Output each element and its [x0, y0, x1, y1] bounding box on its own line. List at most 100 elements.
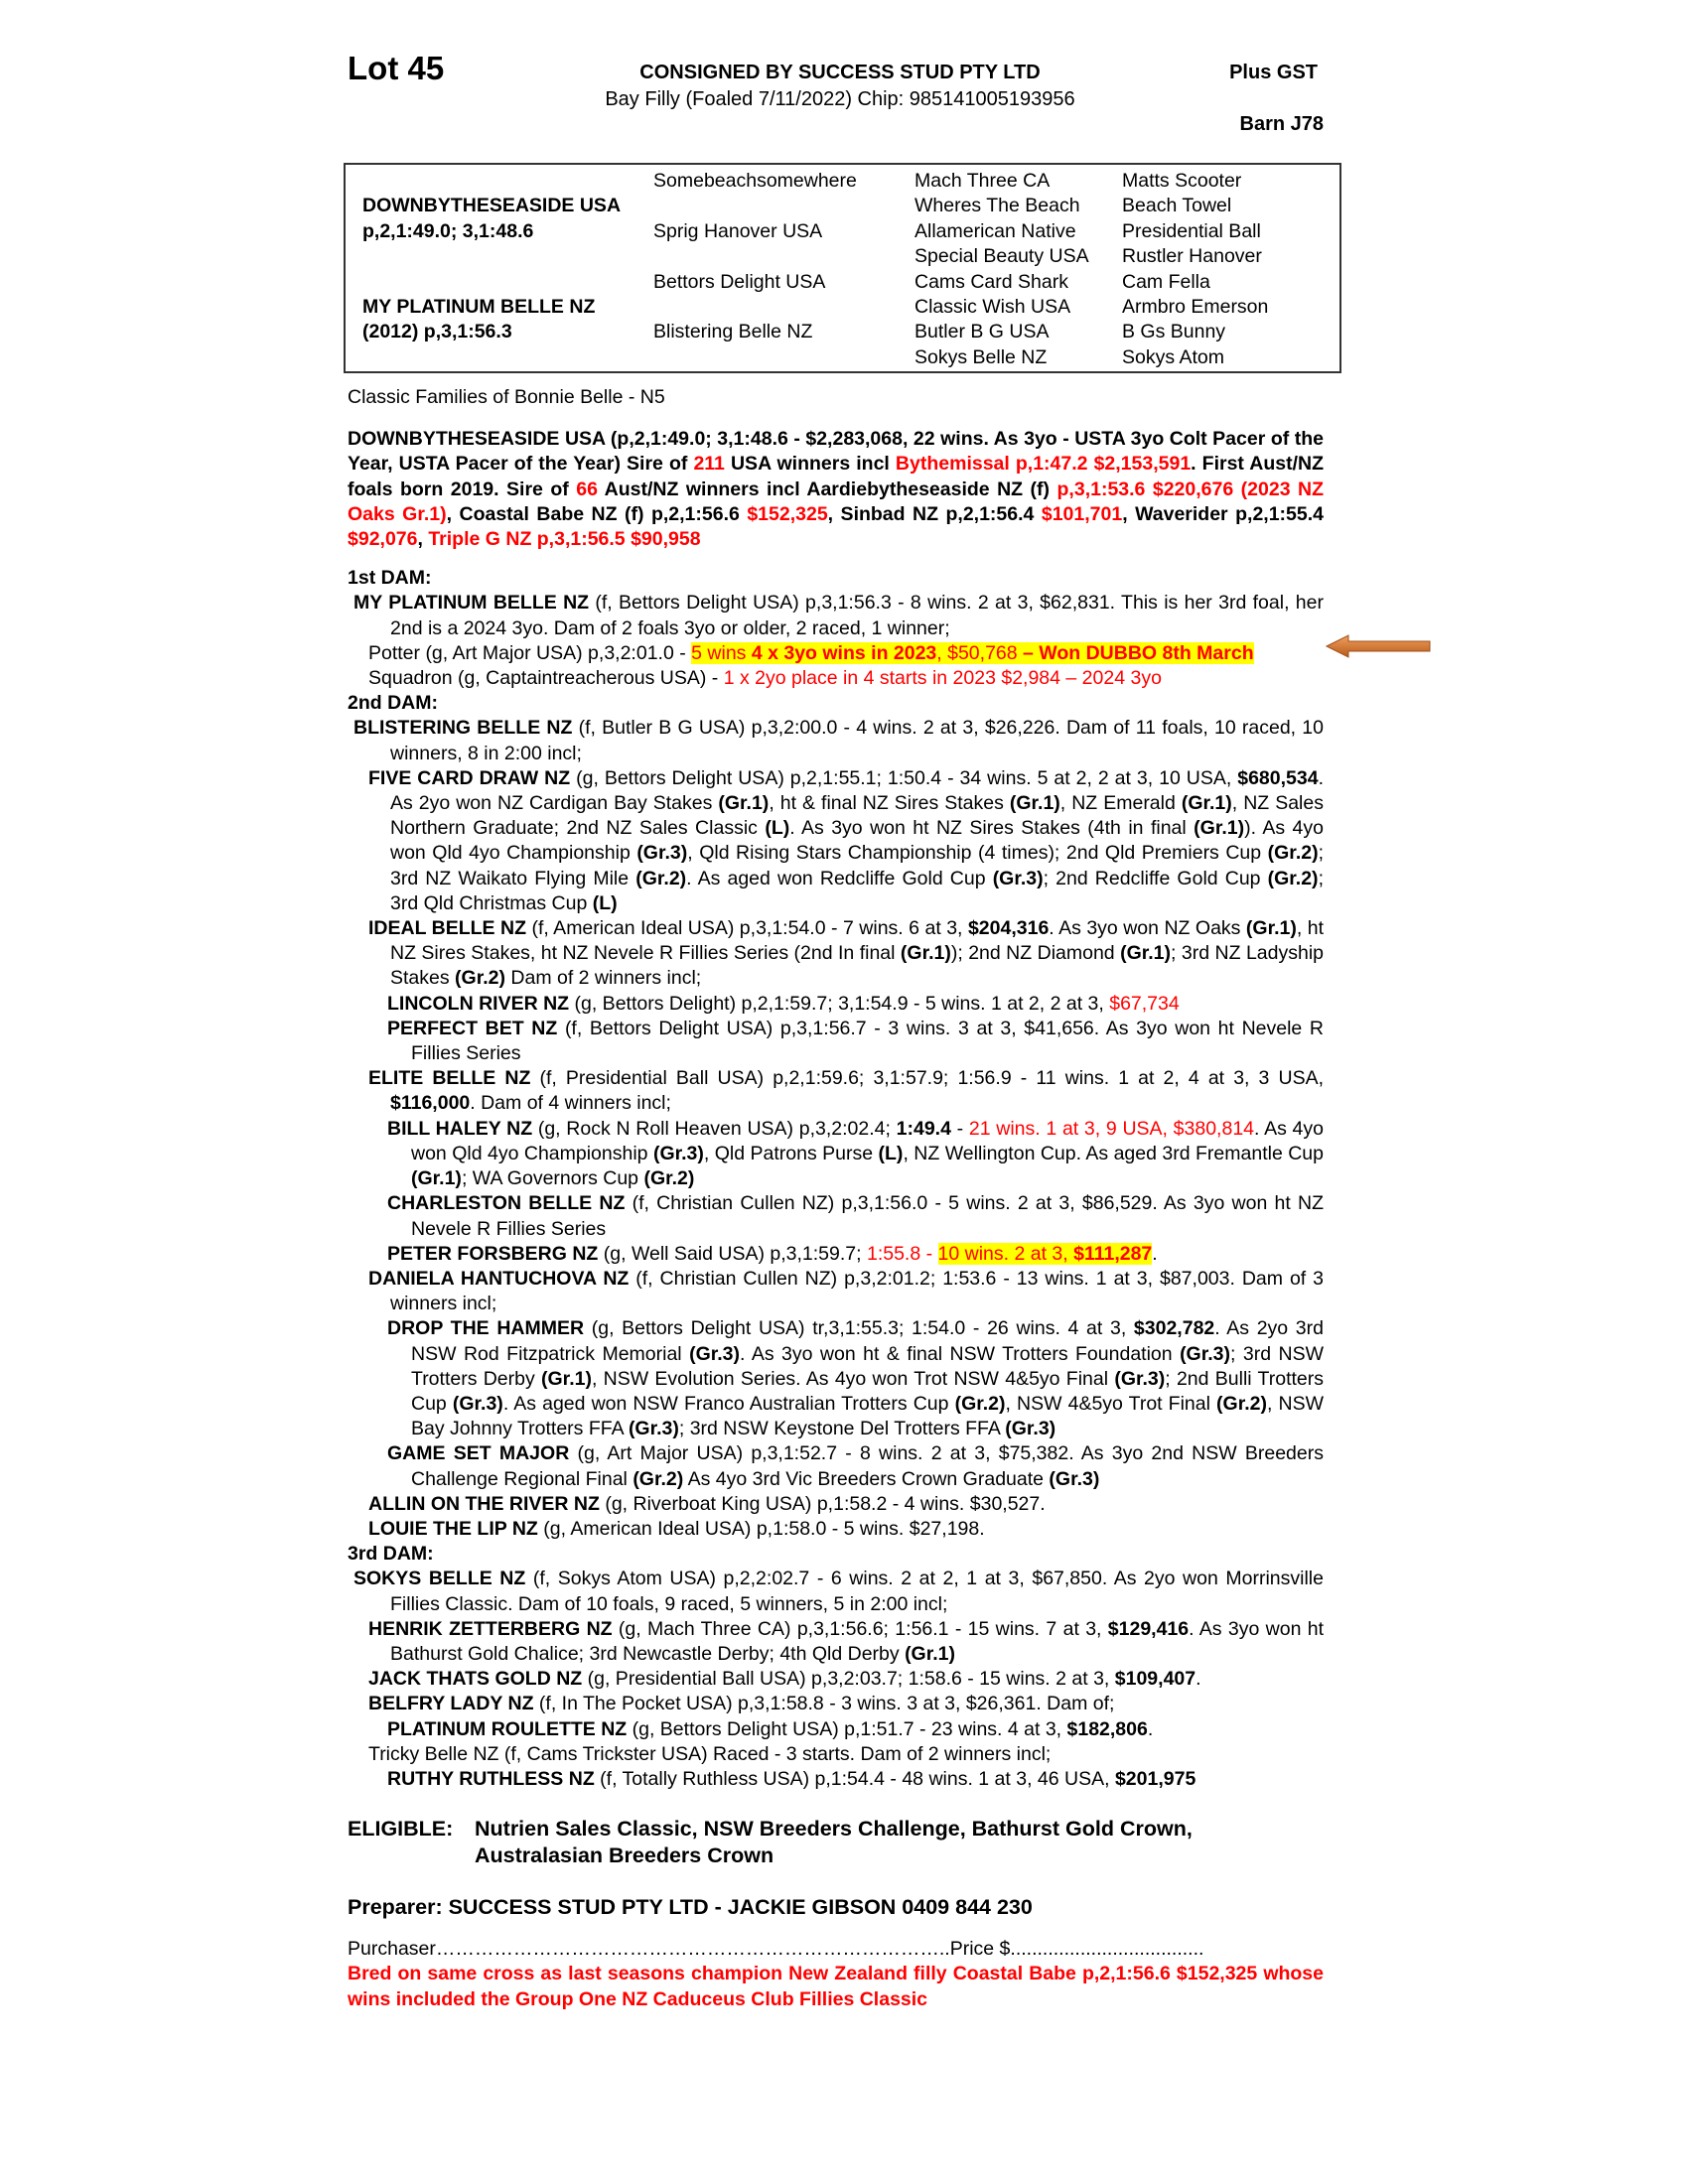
entry-text-segment: PETER FORSBERG NZ — [387, 1242, 599, 1265]
entry-text-segment: , Qld Rising Stars Championship (4 times… — [687, 842, 1268, 865]
entry-text-segment: (g, American Ideal USA) p,1:58.0 - 5 win… — [537, 1517, 985, 1540]
sire-text-segment: , Sinbad NZ p,2,1:56.4 — [827, 502, 1042, 525]
entry-text-segment: (Gr.3) — [1180, 1342, 1230, 1365]
entry-text-segment: (L) — [592, 891, 618, 914]
entry-text-segment: As 4yo 3rd Vic Breeders Crown Graduate — [683, 1467, 1050, 1490]
pedigree-ancestor: Cam Fella — [1122, 270, 1210, 293]
entry-text-segment: (g, Bettors Delight USA) tr,3,1:55.3; 1:… — [584, 1317, 1134, 1340]
sire-text-segment: $92,076 — [348, 528, 418, 551]
entry-text-segment: GAME SET MAJOR — [387, 1442, 570, 1465]
entry-text-segment: BILL HALEY NZ — [387, 1117, 533, 1140]
barn-number: Barn J78 — [1239, 113, 1325, 135]
eligibility: ELIGIBLE: Nutrien Sales Classic, NSW Bre… — [348, 1816, 1324, 1869]
entry-text-segment: LINCOLN RIVER NZ — [387, 992, 570, 1015]
entry-text-segment: . As aged won NSW Franco Australian Trot… — [502, 1392, 955, 1415]
entry-text-segment: DANIELA HANTUCHOVA NZ — [368, 1267, 630, 1290]
entry-text-segment: ); 2nd NZ Diamond — [950, 942, 1121, 965]
entry-text-segment: . — [1196, 1668, 1201, 1691]
progeny-entry: PETER FORSBERG NZ (g, Well Said USA) p,3… — [348, 1242, 1324, 1267]
entry-text-segment: (Gr.3) — [1005, 1418, 1056, 1440]
horse-description: Bay Filly (Foaled 7/11/2022) Chip: 98514… — [605, 88, 1075, 110]
progeny-entry: ALLIN ON THE RIVER NZ (g, Riverboat King… — [348, 1492, 1324, 1517]
pedigree-ancestor: Special Beauty USA — [914, 245, 1089, 268]
entry-text-segment: , NSW Evolution Series. As 4yo won Trot … — [591, 1367, 1115, 1390]
entry-text-segment: (Gr.1) — [1120, 942, 1172, 965]
entry-text-segment: - — [950, 1117, 969, 1140]
entry-text-segment: (f, Butler B G USA) p,3,2:00.0 - 4 wins.… — [390, 717, 1324, 764]
entry-text-segment: JACK THATS GOLD NZ — [368, 1668, 583, 1691]
entry-text-segment: . — [1152, 1242, 1158, 1265]
progeny-entry: GAME SET MAJOR (g, Art Major USA) p,3,1:… — [348, 1441, 1324, 1491]
entry-text-segment: HENRIK ZETTERBERG NZ — [368, 1617, 613, 1640]
entry-text-segment: PERFECT BET NZ — [387, 1017, 558, 1039]
progeny-entry: Tricky Belle NZ (f, Cams Trickster USA) … — [348, 1742, 1324, 1767]
entry-text-segment: (Gr.3) — [992, 867, 1044, 889]
progeny-entry: DROP THE HAMMER (g, Bettors Delight USA)… — [348, 1316, 1324, 1441]
sire-text-segment: DOWNBYTHESEASIDE USA (p,2,1:49.0; 3,1:48… — [348, 428, 1324, 476]
entry-text-segment: ). As 4yo won Qld 4yo Championship — [390, 817, 1324, 865]
pedigree-ancestor: Allamerican Native — [914, 219, 1076, 242]
entry-text-segment: Squadron (g, Captaintreacherous USA) - — [368, 667, 724, 690]
dam-entry: BLISTERING BELLE NZ (f, Butler B G USA) … — [348, 716, 1324, 765]
breeding-note: Bred on same cross as last seasons champ… — [348, 1963, 1324, 2010]
entry-text-segment: Tricky Belle NZ (f, Cams Trickster USA) … — [368, 1742, 1052, 1765]
pedigree-ancestor: Beach Towel — [1122, 195, 1232, 217]
catalogue-body: Classic Families of Bonnie Belle - N5 DO… — [348, 385, 1324, 2012]
dam-heading: 3rd DAM: — [348, 1542, 1324, 1567]
progeny-entry: Squadron (g, Captaintreacherous USA) - 1… — [348, 666, 1324, 691]
sire-text-segment: . First Aust/NZ foals born 2019. Sire of — [348, 453, 1325, 500]
progeny-entry: DANIELA HANTUCHOVA NZ (f, Christian Cull… — [348, 1267, 1324, 1316]
entry-text-segment: (L) — [765, 817, 790, 840]
eligible-line-1: Nutrien Sales Classic, NSW Breeders Chal… — [475, 1817, 1193, 1842]
entry-text-segment: (f, Christian Cullen NZ) p,3,2:01.2; 1:5… — [390, 1267, 1325, 1315]
entry-text-segment: (Gr.3) — [689, 1342, 741, 1365]
pedigree-ancestor: Sprig Hanover USA — [653, 219, 823, 242]
entry-text-segment: LOUIE THE LIP NZ — [368, 1517, 538, 1540]
progeny-entry: LINCOLN RIVER NZ (g, Bettors Delight) p,… — [348, 992, 1324, 1017]
progeny-entry: JACK THATS GOLD NZ (g, Presidential Ball… — [348, 1667, 1324, 1692]
pedigree-ancestor: Mach Three CA — [914, 170, 1051, 192]
pedigree-ancestor: Armbro Emerson — [1122, 296, 1269, 318]
dam-lines: 1st DAM: MY PLATINUM BELLE NZ (f, Bettors… — [348, 566, 1324, 1792]
entry-text-segment: BLISTERING BELLE NZ — [353, 717, 573, 740]
pedigree-ancestor: Somebeachsomewhere — [653, 170, 857, 192]
sire-text-segment: 66 — [576, 478, 598, 500]
entry-text-segment: $109,407 — [1114, 1668, 1196, 1691]
entry-text-segment: (Gr.3) — [628, 1418, 679, 1440]
entry-text-segment: . As 3yo won ht Bathurst Gold Chalice; 3… — [390, 1617, 1325, 1665]
entry-text-segment: . As aged won Redcliffe Gold Cup — [686, 867, 993, 889]
entry-text-segment: (L) — [878, 1142, 904, 1164]
entry-text-segment: (g, Bettors Delight) p,2,1:59.7; 3,1:54.… — [569, 992, 1110, 1015]
entry-text-segment: , NSW 4&5yo Trot Final — [1005, 1392, 1217, 1415]
entry-text-segment: 5 wins — [691, 641, 752, 664]
entry-text-segment: CHARLESTON BELLE NZ — [387, 1192, 626, 1215]
entry-text-segment: . As 2yo won NZ Cardigan Bay Stakes — [390, 766, 1324, 815]
entry-text-segment: ; WA Governors Cup — [461, 1167, 644, 1190]
entry-text-segment: (Gr.1) — [905, 1642, 955, 1665]
progeny-entry: CHARLESTON BELLE NZ (f, Christian Cullen… — [348, 1191, 1324, 1241]
sire-text-segment: Triple G NZ p,3,1:56.5 $90,958 — [428, 528, 701, 551]
sire-text-segment: $152,325 — [747, 502, 828, 525]
entry-text-segment: , $50,768 — [936, 641, 1024, 664]
gst-note: Plus GST — [1229, 62, 1318, 83]
progeny-entry: PLATINUM ROULETTE NZ (g, Bettors Delight… — [348, 1717, 1324, 1742]
pedigree-ancestor: Rustler Hanover — [1122, 245, 1262, 268]
pedigree-ancestor: Wheres The Beach — [914, 195, 1080, 217]
entry-text-segment: MY PLATINUM BELLE NZ — [353, 592, 590, 614]
entry-text-segment: (g, Rock N Roll Heaven USA) p,3,2:02.4; — [532, 1117, 897, 1140]
entry-text-segment: . As 2yo 3rd NSW Rod Fitzpatrick Memoria… — [411, 1317, 1324, 1365]
entry-text-segment: (Gr.1) — [541, 1367, 592, 1390]
dam-heading: 1st DAM: — [348, 566, 1324, 591]
pedigree-main-entry: DOWNBYTHESEASIDE USA — [362, 195, 622, 217]
entry-text-segment: BELFRY LADY NZ — [368, 1693, 534, 1715]
entry-text-segment: , NSW Bay Johnny Trotters FFA — [411, 1392, 1324, 1440]
pedigree-ancestor: Butler B G USA — [914, 321, 1050, 343]
entry-text-segment: (Gr.3) — [1114, 1367, 1166, 1390]
entry-text-segment: (Gr.2) — [643, 1167, 695, 1190]
entry-text-segment: (Gr.2) — [633, 1467, 684, 1490]
entry-text-segment: (Gr.1) — [900, 942, 951, 965]
progeny-entry: IDEAL BELLE NZ (f, American Ideal USA) p… — [348, 916, 1324, 992]
entry-text-segment: (g, Art Major USA) p,3,1:52.7 - 8 wins. … — [411, 1442, 1324, 1490]
entry-text-segment: (g, Well Said USA) p,3,1:59.7; — [598, 1242, 867, 1265]
purchaser-price-line: Purchaser……………………………………………………………………..Pri… — [348, 1938, 1204, 1961]
